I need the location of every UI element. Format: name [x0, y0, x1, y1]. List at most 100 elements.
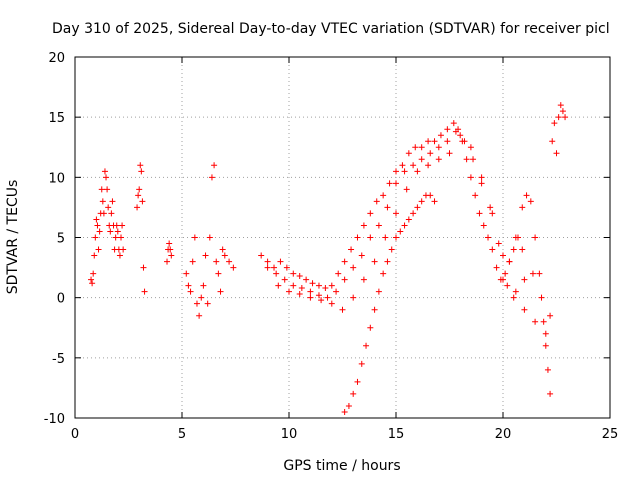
data-point: [138, 168, 145, 175]
data-points: [88, 102, 569, 415]
data-point: [283, 264, 290, 271]
data-point: [348, 246, 355, 253]
data-point: [324, 294, 331, 301]
y-tick-label: 5: [57, 232, 65, 247]
data-point: [547, 312, 554, 319]
data-point: [544, 366, 551, 373]
data-point: [519, 204, 526, 211]
data-point: [114, 228, 121, 235]
data-point: [502, 270, 509, 277]
chart-title: Day 310 of 2025, Sidereal Day-to-day VTE…: [52, 21, 610, 37]
data-point: [373, 198, 380, 205]
data-point: [105, 204, 112, 211]
data-point: [371, 258, 378, 265]
data-point: [211, 162, 218, 169]
data-point: [164, 258, 171, 265]
data-point: [418, 144, 425, 151]
data-point: [549, 138, 556, 145]
data-point: [410, 162, 417, 169]
data-point: [92, 234, 99, 241]
data-point: [103, 174, 110, 181]
data-point: [215, 270, 222, 277]
data-point: [140, 264, 147, 271]
x-tick-label: 5: [178, 427, 186, 442]
data-point: [489, 246, 496, 253]
data-point: [112, 234, 119, 241]
data-point: [431, 198, 438, 205]
data-point: [489, 210, 496, 217]
data-point: [427, 192, 434, 199]
data-point: [191, 234, 198, 241]
data-point: [196, 312, 203, 319]
data-point: [521, 306, 528, 313]
data-point: [542, 342, 549, 349]
data-point: [221, 252, 228, 259]
data-point: [375, 222, 382, 229]
data-point: [107, 228, 114, 235]
data-point: [204, 300, 211, 307]
data-point: [367, 210, 374, 217]
data-point: [208, 174, 215, 181]
data-point: [384, 258, 391, 265]
data-point: [500, 276, 506, 283]
data-point: [322, 285, 329, 292]
series-rising-branch: [341, 192, 438, 415]
data-point: [380, 270, 387, 277]
data-point: [275, 282, 282, 289]
x-tick-label: 15: [388, 427, 405, 442]
data-point: [410, 210, 417, 217]
data-point: [536, 270, 543, 277]
data-point: [523, 192, 530, 199]
data-point: [367, 234, 374, 241]
x-tick-label: 0: [71, 427, 79, 442]
data-point: [446, 150, 453, 157]
data-point: [450, 120, 457, 127]
data-point: [141, 288, 148, 295]
data-point: [258, 252, 265, 259]
series-early-1: [88, 168, 127, 287]
data-point: [405, 216, 412, 223]
data-point: [399, 162, 406, 169]
data-point: [104, 186, 111, 193]
data-point: [230, 264, 237, 271]
data-point: [189, 258, 196, 265]
y-tick-label: 20: [48, 51, 65, 66]
data-point: [425, 138, 432, 145]
data-point: [538, 294, 545, 301]
data-point: [358, 360, 365, 367]
data-point: [350, 264, 357, 271]
data-point: [382, 234, 389, 241]
data-point: [485, 234, 492, 241]
data-point: [393, 180, 399, 187]
data-point: [341, 276, 348, 283]
data-point: [219, 246, 226, 253]
data-point: [307, 288, 314, 295]
data-point: [167, 246, 174, 253]
series-arc-middle: [264, 128, 554, 319]
data-point: [360, 276, 367, 283]
data-point: [510, 246, 517, 253]
data-point: [360, 222, 367, 229]
data-point: [412, 144, 419, 151]
data-point: [551, 120, 558, 127]
data-point: [512, 288, 519, 295]
series-early-2: [134, 162, 175, 295]
data-point: [119, 222, 126, 229]
data-point: [354, 378, 361, 385]
y-tick-label: 15: [48, 111, 65, 126]
data-point: [457, 132, 464, 139]
x-tick-label: 25: [602, 427, 619, 442]
data-point: [277, 258, 284, 265]
data-point: [98, 186, 105, 193]
data-point: [200, 282, 207, 289]
x-axis-label: GPS time / hours: [283, 458, 400, 474]
data-point: [354, 234, 361, 241]
data-point: [333, 288, 340, 295]
data-point: [393, 210, 399, 217]
data-point: [339, 306, 346, 313]
data-point: [303, 276, 310, 283]
data-point: [350, 294, 357, 301]
data-point: [371, 306, 378, 313]
data-point: [467, 174, 474, 181]
data-point: [120, 246, 127, 253]
